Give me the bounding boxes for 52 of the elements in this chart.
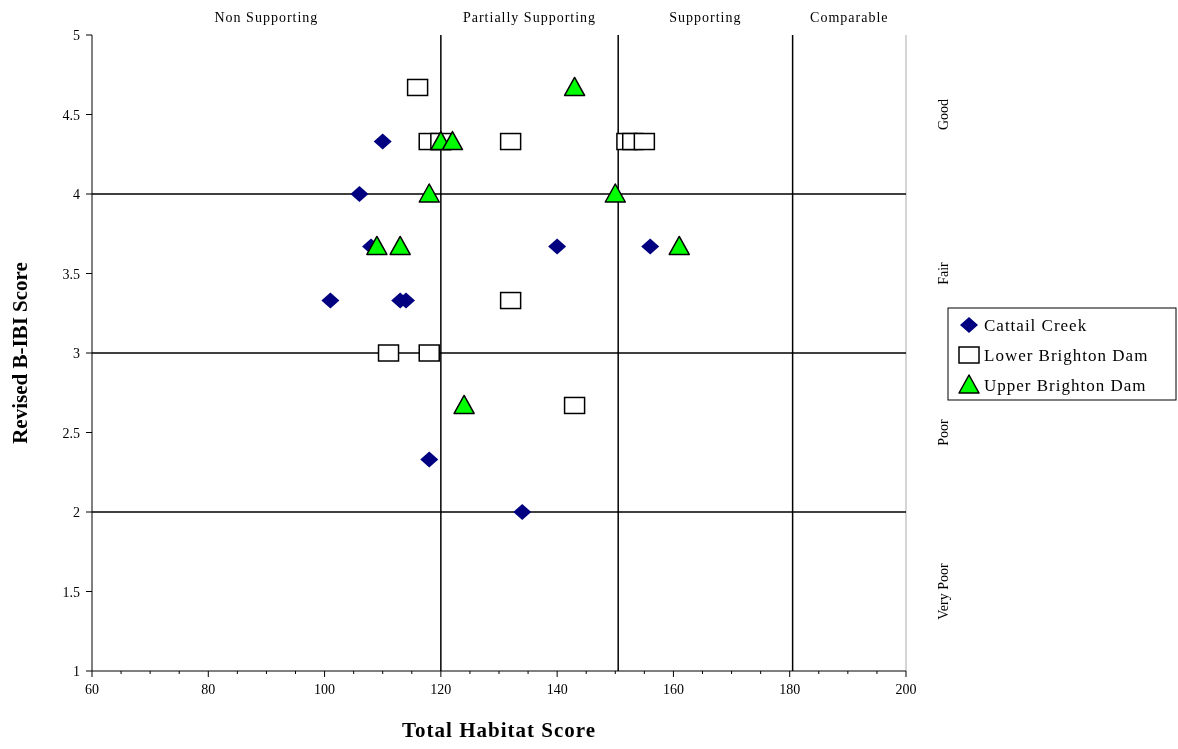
text: Very Poor: [936, 562, 951, 620]
text: Partially Supporting: [462, 10, 597, 25]
point: [373, 133, 392, 150]
text: Supporting: [669, 10, 742, 25]
text: Fair: [936, 261, 951, 285]
point: [406, 78, 429, 97]
point: [366, 235, 388, 256]
text: Non Supporting: [214, 10, 319, 25]
point: [377, 344, 400, 362]
point: [563, 396, 586, 415]
point: [668, 235, 690, 256]
y-tick-label: 4.5: [62, 107, 80, 123]
point: [633, 132, 656, 151]
x-axis-title: Total Habitat Score: [401, 718, 597, 742]
text: Good: [936, 98, 951, 131]
y-tick-label: 1.5: [62, 584, 80, 600]
x-tick-label: 160: [662, 682, 684, 697]
x-tick-label: 120: [430, 682, 452, 697]
x-tick-label: 140: [546, 682, 568, 697]
y-tick-label: 2: [73, 505, 80, 520]
point: [513, 504, 532, 520]
x-tick-label: 60: [85, 682, 99, 697]
x-tick-label: 200: [895, 682, 917, 697]
y-tick-label: 4: [73, 187, 80, 202]
y-tick-label: 2.5: [62, 425, 80, 441]
x-tick-label: 80: [201, 682, 216, 697]
point: [420, 451, 439, 468]
point: [441, 130, 464, 151]
text: Poor: [936, 418, 951, 446]
point: [321, 292, 340, 309]
legend-label: Upper Brighton Dam: [984, 376, 1147, 395]
point: [350, 186, 369, 202]
legend-label: Lower Brighton Dam: [984, 346, 1149, 365]
y-tick-label: 1: [73, 664, 80, 679]
text: Comparable: [810, 10, 889, 25]
legend-label: Cattail Creek: [984, 316, 1088, 335]
point: [499, 132, 522, 151]
point: [641, 238, 660, 255]
point: [389, 235, 411, 256]
point: [418, 183, 440, 203]
y-tick-label: 5: [73, 28, 80, 43]
x-tick-label: 180: [779, 682, 801, 697]
point: [499, 291, 522, 310]
point: [453, 394, 475, 415]
y-tick-label: 3.5: [62, 266, 80, 282]
x-tick-label: 100: [314, 682, 336, 697]
point: [418, 344, 440, 362]
y-axis-title: Revised B-IBI Score: [8, 262, 32, 444]
y-tick-label: 3: [73, 346, 80, 361]
point: [604, 183, 627, 203]
point: [548, 238, 567, 255]
point: [563, 76, 586, 97]
